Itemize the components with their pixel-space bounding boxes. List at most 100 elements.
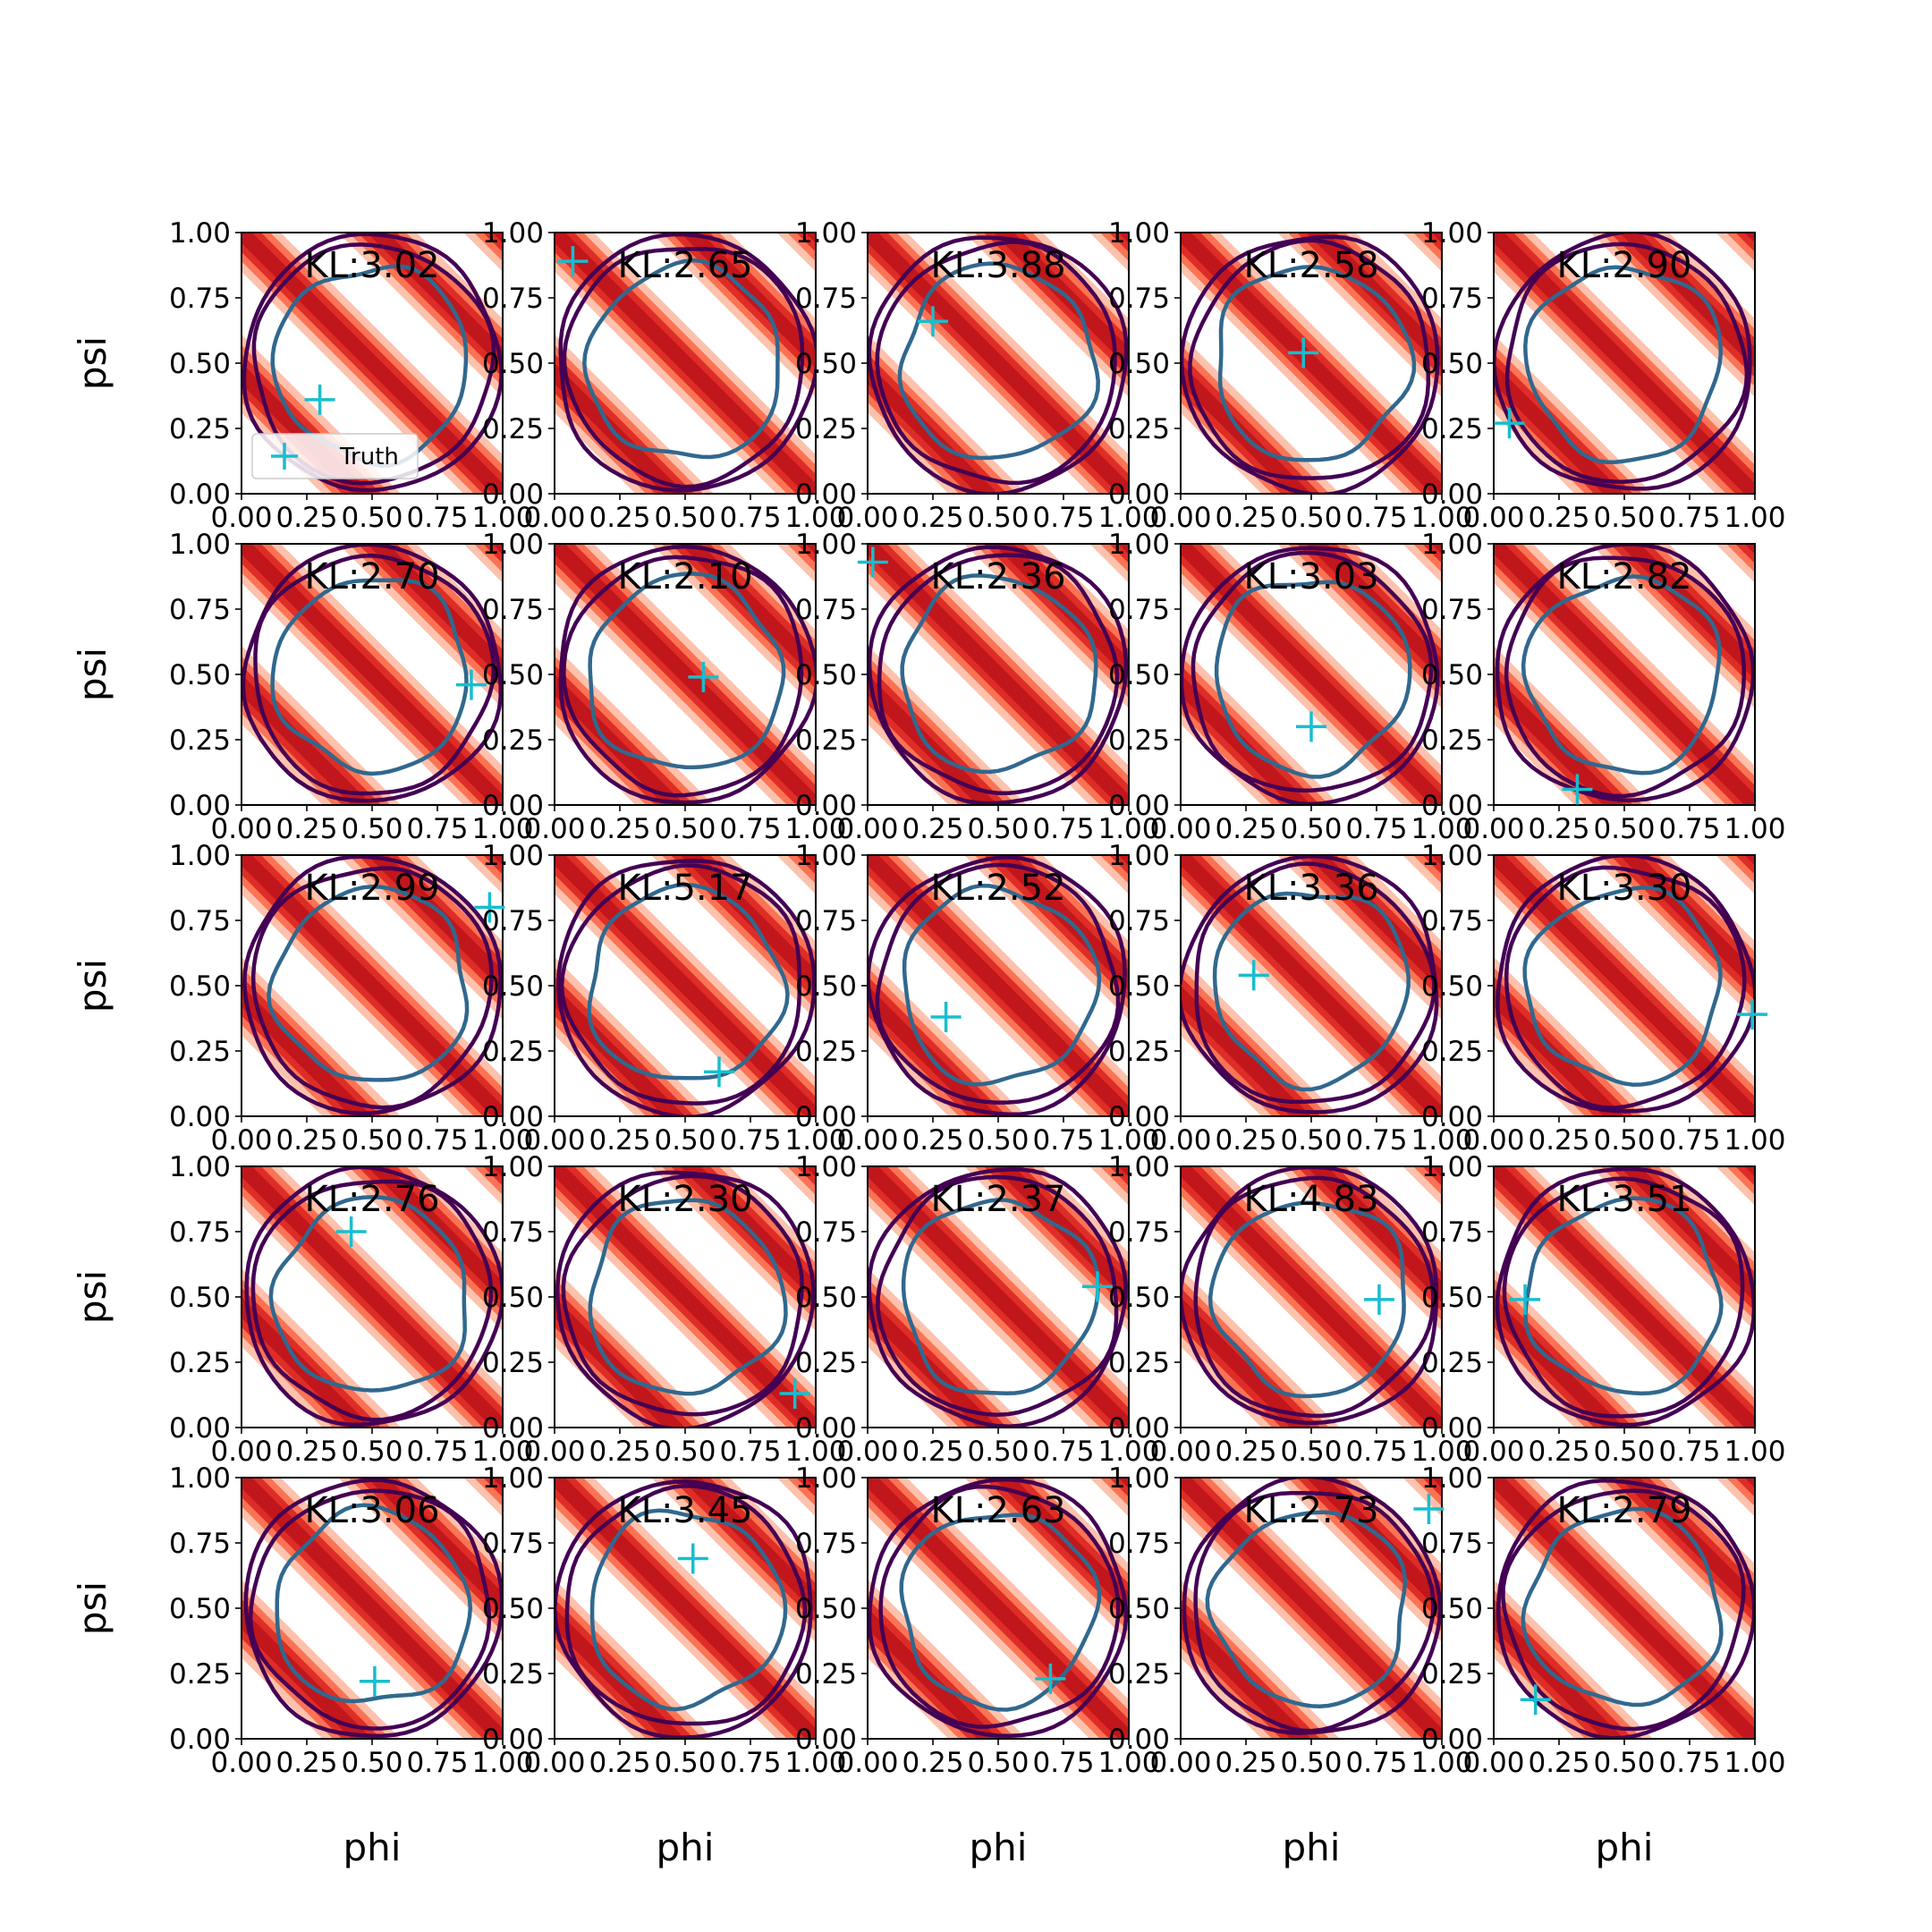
x-tick-label: 0.75 xyxy=(1345,1436,1407,1468)
y-tick-label: 1.00 xyxy=(795,217,857,250)
legend: Truth xyxy=(251,433,419,479)
kl-label: KL:2.99 xyxy=(304,868,439,909)
y-tick-label: 1.00 xyxy=(1108,840,1170,872)
x-tick-label: 0.25 xyxy=(589,813,650,845)
density-band xyxy=(1277,233,1442,397)
panel: 0.00 0.25 0.50 0.75 1.000.000.250.500.751.00… xyxy=(1421,840,1786,1157)
x-tick-label: 0.00 xyxy=(1149,1124,1211,1157)
y-tick-label: 0.25 xyxy=(482,413,544,445)
x-tick-label: 1.00 xyxy=(1724,813,1785,845)
y-tick-label: 0.75 xyxy=(482,594,544,626)
density-band xyxy=(242,233,503,494)
x-tick-label: 0.75 xyxy=(1658,813,1720,845)
y-tick-label: 0.50 xyxy=(795,659,857,691)
x-tick-label: 0.50 xyxy=(1280,1124,1342,1157)
x-tick-label: 0.25 xyxy=(275,502,337,534)
x-tick-label: 0.75 xyxy=(1032,813,1094,845)
y-tick-label: 0.25 xyxy=(1108,1347,1170,1379)
contour-outer xyxy=(242,544,503,803)
density-band xyxy=(1716,1166,1755,1206)
kl-label: KL:3.03 xyxy=(1243,556,1378,597)
density-band xyxy=(463,233,503,272)
x-tick-label: 0.50 xyxy=(967,502,1029,534)
panel: 0.00 0.25 0.50 0.75 1.000.000.250.500.751.00… xyxy=(795,529,1160,845)
contour-middle xyxy=(1504,242,1750,484)
y-axis-label: psi xyxy=(71,1270,114,1324)
contour-inner xyxy=(588,1198,788,1396)
contour-inner xyxy=(275,1503,473,1704)
y-tick-label: 0.75 xyxy=(795,905,857,937)
contour-outer xyxy=(1182,1478,1442,1735)
y-tick-label: 1.00 xyxy=(482,1462,544,1495)
truth-marker xyxy=(557,246,589,277)
x-tick-label: 0.25 xyxy=(902,502,963,534)
contour-outer xyxy=(868,1167,1128,1428)
truth-marker xyxy=(1081,1271,1113,1302)
x-tick-label: 0.50 xyxy=(654,502,716,534)
x-tick-label: 1.00 xyxy=(1724,1436,1785,1468)
contour-inner xyxy=(582,258,780,460)
panel: 0.00 0.25 0.50 0.75 1.000.000.250.500.751.00… xyxy=(795,1151,1160,1468)
legend-label: Truth xyxy=(339,444,399,470)
contour-middle xyxy=(875,862,1121,1105)
y-tick-label: 1.00 xyxy=(1421,529,1483,561)
x-tick-label: 0.00 xyxy=(836,1436,898,1468)
x-tick-label: 0.00 xyxy=(1462,813,1524,845)
x-axis-label: phi xyxy=(1283,1826,1341,1869)
y-tick-label: 0.50 xyxy=(1421,348,1483,380)
y-tick-label: 0.50 xyxy=(1421,659,1483,691)
truth-marker xyxy=(703,1056,734,1088)
density-band xyxy=(1089,855,1129,894)
x-tick-label: 1.00 xyxy=(784,1747,846,1779)
kl-label: KL:3.02 xyxy=(304,245,439,286)
kl-label: KL:3.30 xyxy=(1556,868,1691,909)
x-tick-label: 0.75 xyxy=(719,1436,781,1468)
density-band xyxy=(868,855,1129,1116)
y-tick-label: 0.25 xyxy=(169,1036,231,1068)
contour-outer xyxy=(242,855,503,1116)
x-tick-label: 0.00 xyxy=(836,813,898,845)
panel: 0.00 0.25 0.50 0.75 1.000.000.250.500.751.00… xyxy=(1108,529,1473,845)
plot-area xyxy=(1494,855,1755,1116)
kl-label: KL:4.83 xyxy=(1243,1179,1378,1220)
panel: 0.00 0.25 0.50 0.75 1.000.000.250.500.751.00… xyxy=(1108,1151,1473,1468)
density-band xyxy=(1402,233,1442,272)
kl-label: KL:2.37 xyxy=(930,1179,1065,1220)
kl-label: KL:2.82 xyxy=(1556,556,1691,597)
plot-area xyxy=(1494,1166,1755,1428)
x-tick-label: 0.25 xyxy=(1215,1747,1276,1779)
x-tick-label: 1.00 xyxy=(784,1436,846,1468)
y-tick-label: 0.75 xyxy=(1108,594,1170,626)
y-tick-label: 0.75 xyxy=(482,905,544,937)
contour-middle xyxy=(1188,238,1431,480)
x-tick-label: 0.25 xyxy=(589,1436,650,1468)
y-tick-label: 0.50 xyxy=(482,1282,544,1314)
y-tick-label: 0.25 xyxy=(1421,1347,1483,1379)
kl-label: KL:2.58 xyxy=(1243,245,1378,286)
contour-outer xyxy=(555,859,816,1116)
plot-area xyxy=(1494,544,1755,805)
x-tick-label: 0.00 xyxy=(523,1436,585,1468)
x-tick-label: 1.00 xyxy=(1411,1747,1472,1779)
x-tick-label: 0.25 xyxy=(1528,1124,1589,1157)
density-band xyxy=(776,855,816,894)
x-tick-label: 0.75 xyxy=(719,1747,781,1779)
x-tick-label: 0.00 xyxy=(523,502,585,534)
y-tick-label: 0.25 xyxy=(1421,724,1483,757)
y-tick-label: 0.75 xyxy=(1421,905,1483,937)
x-tick-label: 0.50 xyxy=(967,1747,1029,1779)
x-tick-label: 0.75 xyxy=(406,502,468,534)
x-tick-label: 1.00 xyxy=(471,1124,533,1157)
x-tick-label: 0.50 xyxy=(654,1747,716,1779)
y-tick-label: 0.00 xyxy=(1108,790,1170,822)
density-band xyxy=(1181,1267,1341,1428)
x-tick-label: 0.50 xyxy=(1593,502,1655,534)
truth-marker xyxy=(930,1002,962,1033)
x-tick-label: 0.50 xyxy=(967,1436,1029,1468)
panel: 0.00 0.25 0.50 0.75 1.000.000.250.500.751.00… xyxy=(1108,840,1473,1157)
contour-inner xyxy=(589,1508,788,1712)
x-tick-label: 0.00 xyxy=(210,1436,272,1468)
y-tick-label: 0.25 xyxy=(1108,1036,1170,1068)
truth-marker xyxy=(335,1216,367,1247)
density-band xyxy=(868,544,1129,805)
